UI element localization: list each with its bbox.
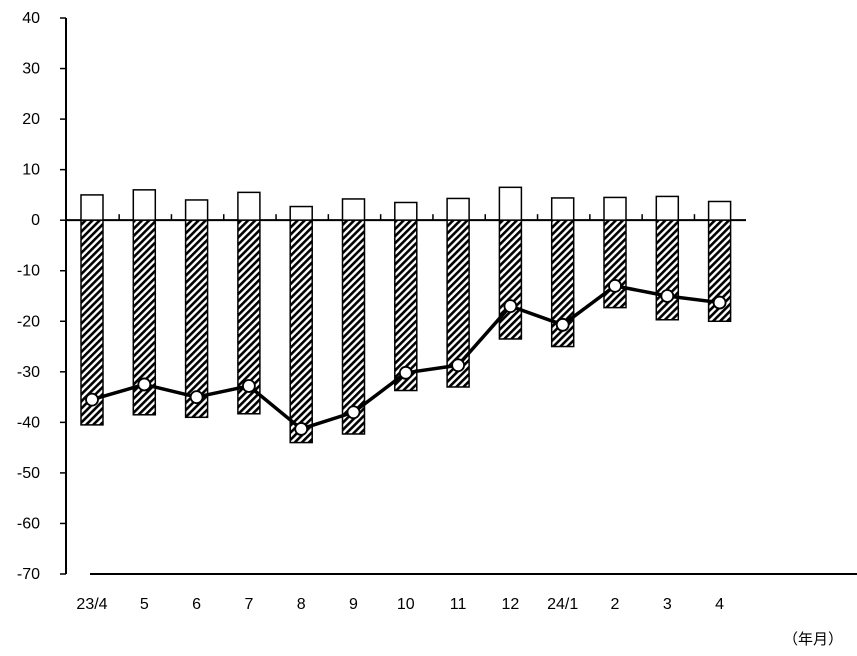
x-axis-unit-label: （年月） xyxy=(782,630,843,648)
negative-bars xyxy=(80,219,732,444)
positive-bar xyxy=(184,199,209,221)
y-tick-label: -10 xyxy=(17,263,40,280)
positive-bar xyxy=(655,195,680,221)
line-point xyxy=(608,278,622,293)
line-point xyxy=(346,405,361,420)
axis-labels: 40 30 20 10 0 -10 -20 -30 -40 -50 -60 -70 23/4 5 6 7 8 9 1… xyxy=(17,10,724,613)
y-tick-label: 40 xyxy=(22,10,40,27)
y-tick-label: 0 xyxy=(31,212,40,229)
x-tick-label: 6 xyxy=(192,596,201,613)
negative-bar xyxy=(655,219,680,321)
y-tick-label: -30 xyxy=(17,364,40,381)
negative-bar xyxy=(498,219,523,340)
negative-bar xyxy=(394,219,418,392)
negative-bar xyxy=(550,219,575,348)
positive-bar xyxy=(603,196,627,221)
negative-bar xyxy=(446,219,470,388)
negative-bar xyxy=(707,219,732,323)
y-tick-label: -60 xyxy=(17,515,40,532)
line-point xyxy=(241,379,256,393)
positive-bar xyxy=(446,197,470,221)
y-tick-label: -70 xyxy=(17,566,40,583)
x-tick-label: 7 xyxy=(244,596,253,613)
x-tick-label: 8 xyxy=(297,596,306,613)
y-tick-label: -50 xyxy=(17,465,40,482)
line-point xyxy=(451,358,466,373)
negative-bar xyxy=(132,219,157,416)
x-tick-label: 3 xyxy=(663,596,672,613)
x-tick-label: 24/1 xyxy=(547,596,578,613)
y-tick-label: 30 xyxy=(22,61,40,78)
x-tick-label: 11 xyxy=(450,596,467,613)
x-tick-label: 2 xyxy=(611,596,620,613)
x-tick-label: 23/4 xyxy=(76,596,107,613)
y-tick-label: 20 xyxy=(22,111,40,128)
x-tick-label: 4 xyxy=(715,596,724,613)
line-point xyxy=(137,377,152,392)
negative-bar xyxy=(184,219,209,419)
y-tick-label: -40 xyxy=(17,414,40,431)
positive-bar xyxy=(498,186,523,221)
y-tick-label: -20 xyxy=(17,313,40,330)
y-tick-label: 10 xyxy=(22,162,40,179)
negative-bar xyxy=(80,219,104,426)
positive-bar xyxy=(80,194,104,221)
line-point xyxy=(294,422,309,436)
positive-bar xyxy=(289,205,313,221)
positive-bars xyxy=(80,186,732,221)
line-point xyxy=(85,392,99,407)
positive-bar xyxy=(341,198,366,221)
line-point xyxy=(189,390,204,404)
line-point xyxy=(398,365,413,380)
negative-bar xyxy=(603,219,627,309)
positive-bar xyxy=(550,197,575,221)
line-point xyxy=(712,295,727,310)
x-tick-label: 12 xyxy=(502,596,520,613)
positive-bar xyxy=(707,200,732,221)
line-point xyxy=(555,317,570,332)
line-point xyxy=(503,299,518,314)
x-tick-label: 5 xyxy=(140,596,149,613)
negative-bar xyxy=(237,219,261,415)
line-point xyxy=(660,289,675,303)
positive-bar xyxy=(394,201,418,221)
positive-bar xyxy=(132,189,157,221)
x-tick-label: 9 xyxy=(349,596,358,613)
negative-bar xyxy=(341,219,366,435)
positive-bar xyxy=(237,191,261,221)
line-series xyxy=(85,278,727,436)
x-tick-label: 10 xyxy=(397,596,415,613)
negative-bar xyxy=(289,219,313,444)
